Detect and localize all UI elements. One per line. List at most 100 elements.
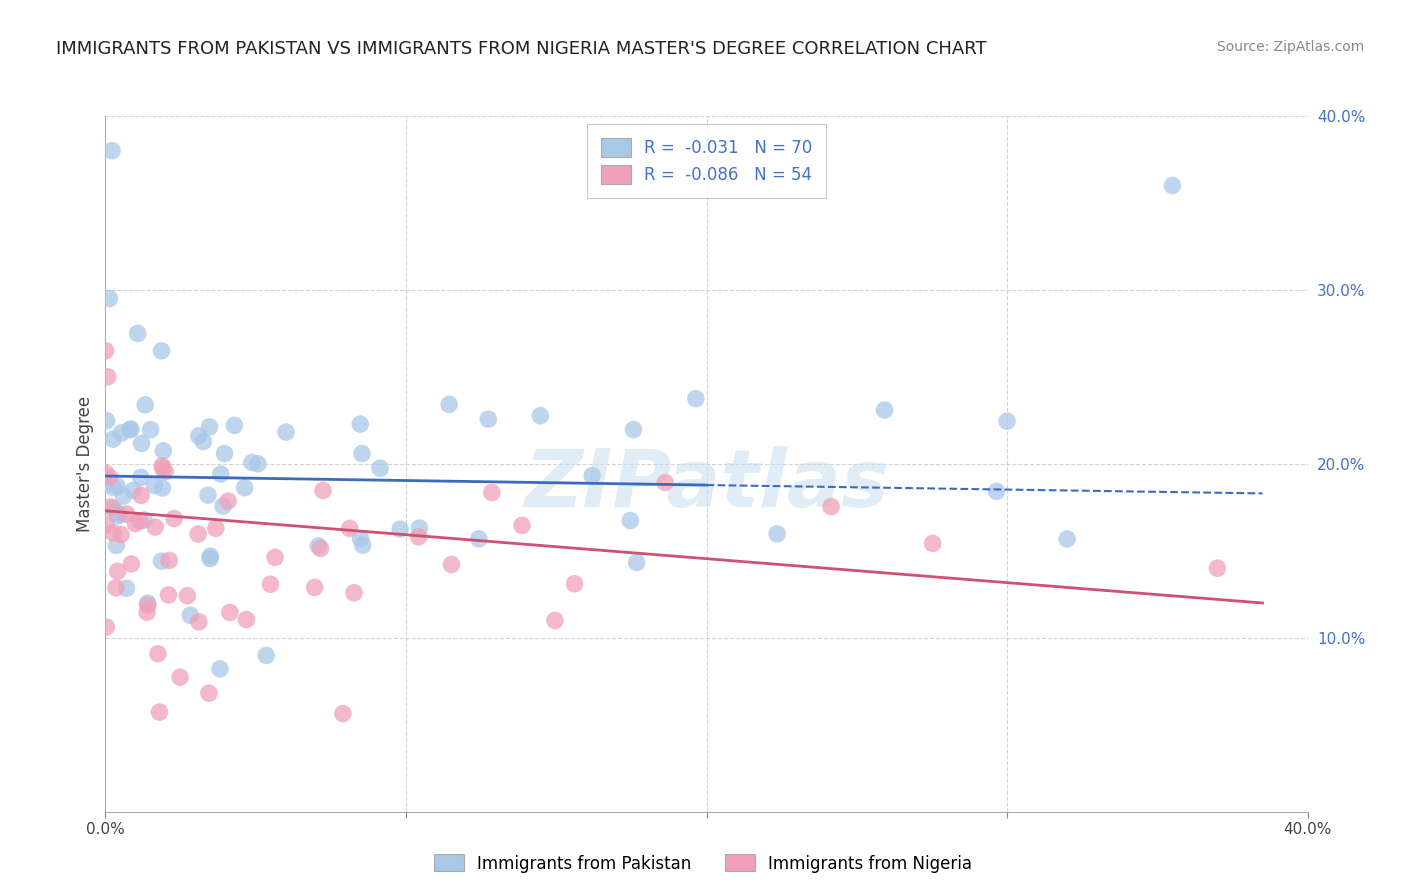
Point <box>437 397 460 411</box>
Point <box>150 343 173 358</box>
Point <box>217 494 239 508</box>
Point <box>129 470 152 484</box>
Point <box>150 554 173 568</box>
Point <box>332 706 354 721</box>
Point <box>235 613 257 627</box>
Point <box>136 596 159 610</box>
Text: Source: ZipAtlas.com: Source: ZipAtlas.com <box>1216 40 1364 54</box>
Point <box>134 398 156 412</box>
Point <box>101 144 124 158</box>
Point <box>136 598 159 612</box>
Point <box>115 581 138 595</box>
Text: ZIPatlas: ZIPatlas <box>524 446 889 524</box>
Point <box>368 461 391 475</box>
Point <box>240 455 263 469</box>
Point <box>921 536 943 550</box>
Point <box>122 483 145 498</box>
Point <box>304 581 326 595</box>
Point <box>107 564 129 578</box>
Point <box>198 551 221 566</box>
Point <box>132 513 155 527</box>
Point <box>157 588 180 602</box>
Point <box>218 606 240 620</box>
Point <box>150 458 173 473</box>
Point <box>129 488 152 502</box>
Point <box>115 507 138 521</box>
Point <box>179 608 201 623</box>
Point <box>193 434 215 449</box>
Legend: R =  -0.031   N = 70, R =  -0.086   N = 54: R = -0.031 N = 70, R = -0.086 N = 54 <box>588 124 825 198</box>
Point <box>120 557 142 571</box>
Point <box>108 508 131 522</box>
Point <box>389 522 412 536</box>
Point <box>212 499 235 513</box>
Point <box>200 549 222 563</box>
Point <box>98 470 121 484</box>
Point <box>274 425 297 439</box>
Point <box>107 508 129 523</box>
Point <box>152 443 174 458</box>
Point <box>124 516 146 531</box>
Point <box>1206 561 1229 575</box>
Point <box>96 414 118 428</box>
Point <box>1161 178 1184 193</box>
Point <box>208 662 231 676</box>
Point <box>152 481 174 495</box>
Point <box>96 620 118 634</box>
Point <box>209 467 232 481</box>
Point <box>350 446 373 460</box>
Point <box>204 521 226 535</box>
Point <box>155 465 177 479</box>
Point <box>120 422 142 436</box>
Point <box>233 481 256 495</box>
Point <box>544 614 567 628</box>
Point <box>1056 532 1078 546</box>
Point <box>309 541 332 556</box>
Point <box>408 530 430 544</box>
Point <box>110 425 132 440</box>
Point <box>352 538 374 552</box>
Point <box>307 539 329 553</box>
Point <box>339 521 361 535</box>
Point <box>163 511 186 525</box>
Point <box>197 488 219 502</box>
Point <box>112 489 135 503</box>
Point <box>766 526 789 541</box>
Point <box>187 429 209 443</box>
Point <box>131 436 153 450</box>
Point <box>481 485 503 500</box>
Text: IMMIGRANTS FROM PAKISTAN VS IMMIGRANTS FROM NIGERIA MASTER'S DEGREE CORRELATION : IMMIGRANTS FROM PAKISTAN VS IMMIGRANTS F… <box>56 40 987 58</box>
Point <box>259 577 281 591</box>
Point <box>626 555 648 569</box>
Y-axis label: Master's Degree: Master's Degree <box>76 396 94 532</box>
Legend: Immigrants from Pakistan, Immigrants from Nigeria: Immigrants from Pakistan, Immigrants fro… <box>427 847 979 880</box>
Point <box>176 589 198 603</box>
Point <box>103 481 125 495</box>
Point <box>148 705 170 719</box>
Point <box>529 409 551 423</box>
Point <box>94 517 117 532</box>
Point <box>619 514 641 528</box>
Point <box>564 576 586 591</box>
Point <box>654 475 676 490</box>
Point <box>105 479 128 493</box>
Point <box>214 447 236 461</box>
Point <box>100 500 122 514</box>
Point <box>873 403 896 417</box>
Point <box>349 417 371 431</box>
Point <box>97 369 120 384</box>
Point <box>477 412 499 426</box>
Point <box>986 484 1008 499</box>
Point <box>98 292 121 306</box>
Point <box>143 478 166 492</box>
Point <box>510 518 533 533</box>
Point <box>312 483 335 498</box>
Point <box>349 532 371 546</box>
Point <box>152 461 174 475</box>
Point <box>128 514 150 528</box>
Point <box>224 418 246 433</box>
Point <box>187 527 209 541</box>
Point <box>198 686 221 700</box>
Point <box>94 466 117 480</box>
Point <box>820 500 842 514</box>
